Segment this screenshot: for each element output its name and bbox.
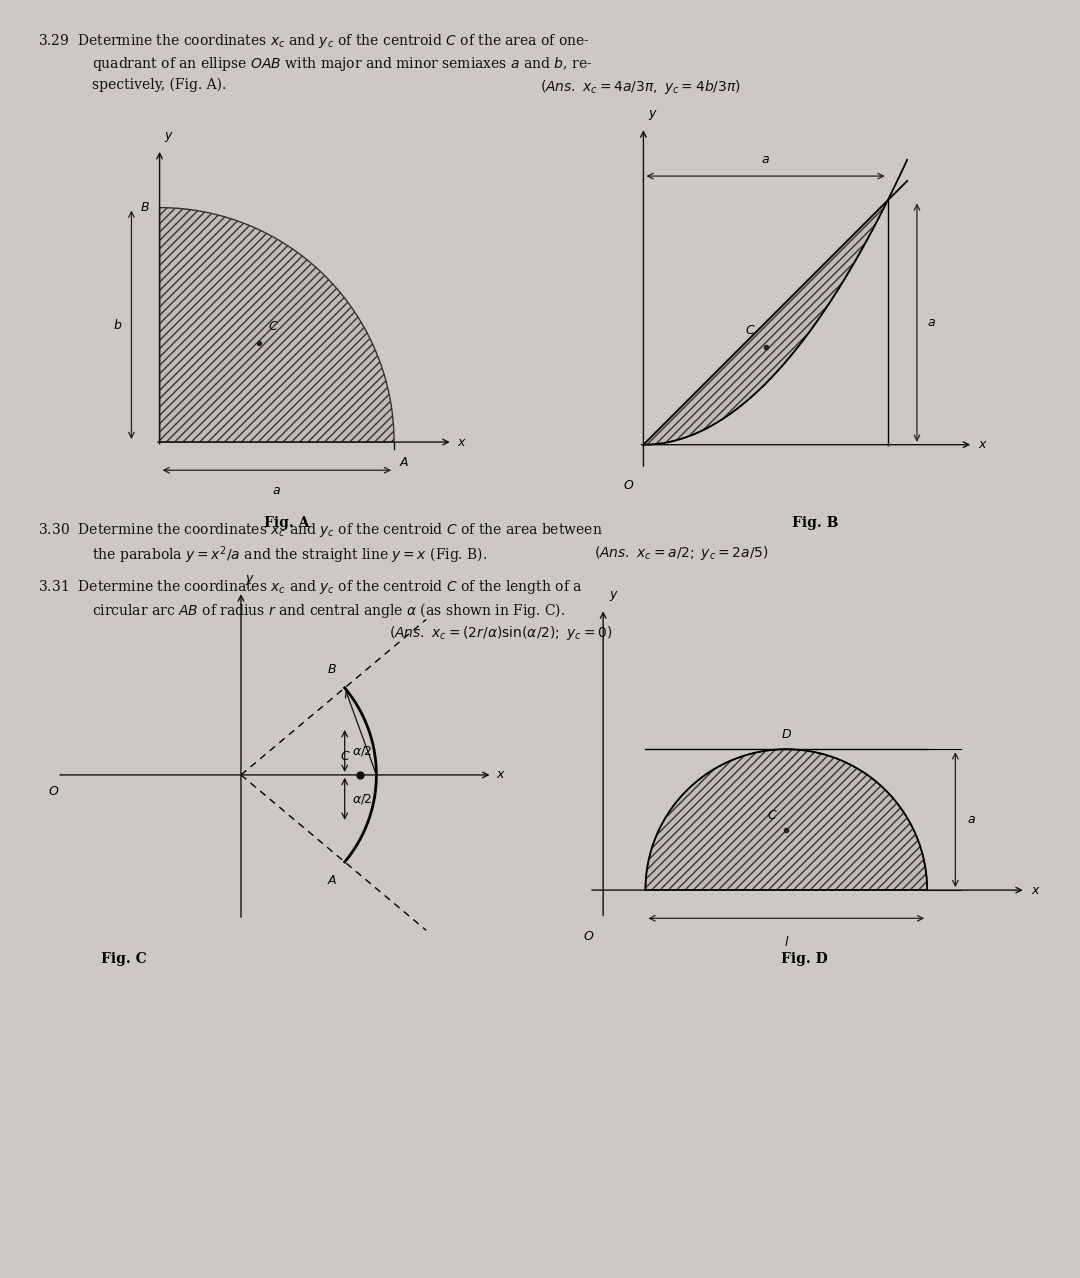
Text: $B$: $B$ — [140, 201, 150, 215]
Text: 3.29  Determine the coordinates $x_c$ and $y_c$ of the centroid $C$ of the area : 3.29 Determine the coordinates $x_c$ and… — [38, 32, 590, 50]
Text: the parabola $y = x^2/a$ and the straight line $y = x$ (Fig. B).: the parabola $y = x^2/a$ and the straigh… — [92, 544, 487, 566]
Text: Fig. C: Fig. C — [102, 952, 147, 966]
Text: $D$: $D$ — [781, 727, 792, 741]
Text: spectively, (Fig. A).: spectively, (Fig. A). — [92, 78, 226, 92]
Text: $y$: $y$ — [245, 574, 255, 588]
Text: $\alpha/2$: $\alpha/2$ — [352, 792, 373, 806]
Text: $l$: $l$ — [784, 935, 789, 950]
Text: $y$: $y$ — [648, 109, 658, 123]
Text: $(Ans.\ x_c = (2r/\alpha)\sin(\alpha/2);\ y_c = 0)$: $(Ans.\ x_c = (2r/\alpha)\sin(\alpha/2);… — [389, 624, 612, 642]
Text: $a$: $a$ — [967, 813, 975, 826]
Text: $C$: $C$ — [767, 809, 778, 822]
Polygon shape — [646, 749, 927, 889]
Text: quadrant of an ellipse $OAB$ with major and minor semiaxes $a$ and $b$, re-: quadrant of an ellipse $OAB$ with major … — [92, 55, 592, 73]
Text: $x$: $x$ — [457, 436, 468, 449]
Text: $y$: $y$ — [164, 130, 174, 144]
Text: 3.31  Determine the coordinates $x_c$ and $y_c$ of the centroid $C$ of the lengt: 3.31 Determine the coordinates $x_c$ and… — [38, 578, 582, 596]
Text: $x$: $x$ — [978, 438, 988, 451]
Text: $x$: $x$ — [497, 768, 507, 781]
Text: $A$: $A$ — [326, 874, 337, 887]
Text: circular arc $AB$ of radius $r$ and central angle $\alpha$ (as shown in Fig. C).: circular arc $AB$ of radius $r$ and cent… — [92, 601, 565, 620]
Text: $x$: $x$ — [1031, 883, 1041, 897]
Text: $a$: $a$ — [272, 484, 281, 497]
Text: $(Ans.\ x_c = a/2;\ y_c = 2a/5)$: $(Ans.\ x_c = a/2;\ y_c = 2a/5)$ — [594, 544, 769, 562]
Text: Fig. B: Fig. B — [793, 516, 838, 530]
Text: $O$: $O$ — [623, 479, 634, 492]
Text: Fig. D: Fig. D — [781, 952, 828, 966]
Text: $C$: $C$ — [340, 750, 351, 763]
Text: $b$: $b$ — [112, 318, 122, 332]
Text: $B$: $B$ — [327, 663, 337, 676]
Text: $O$: $O$ — [583, 929, 595, 943]
Polygon shape — [644, 201, 888, 445]
Text: $a$: $a$ — [761, 153, 770, 166]
Polygon shape — [160, 207, 394, 442]
Text: $C$: $C$ — [745, 325, 756, 337]
Text: $y$: $y$ — [609, 589, 619, 603]
Text: $\alpha/2$: $\alpha/2$ — [352, 744, 373, 758]
Text: Fig. A: Fig. A — [264, 516, 309, 530]
Text: $C$: $C$ — [269, 321, 279, 334]
Text: $A$: $A$ — [399, 456, 409, 469]
Text: $(Ans.\ x_c = 4a/3\pi,\ y_c = 4b/3\pi)$: $(Ans.\ x_c = 4a/3\pi,\ y_c = 4b/3\pi)$ — [540, 78, 741, 96]
Text: 3.30  Determine the coordinates $x_c$ and $y_c$ of the centroid $C$ of the area : 3.30 Determine the coordinates $x_c$ and… — [38, 521, 603, 539]
Text: $O$: $O$ — [48, 785, 59, 797]
Text: $a$: $a$ — [927, 316, 935, 330]
